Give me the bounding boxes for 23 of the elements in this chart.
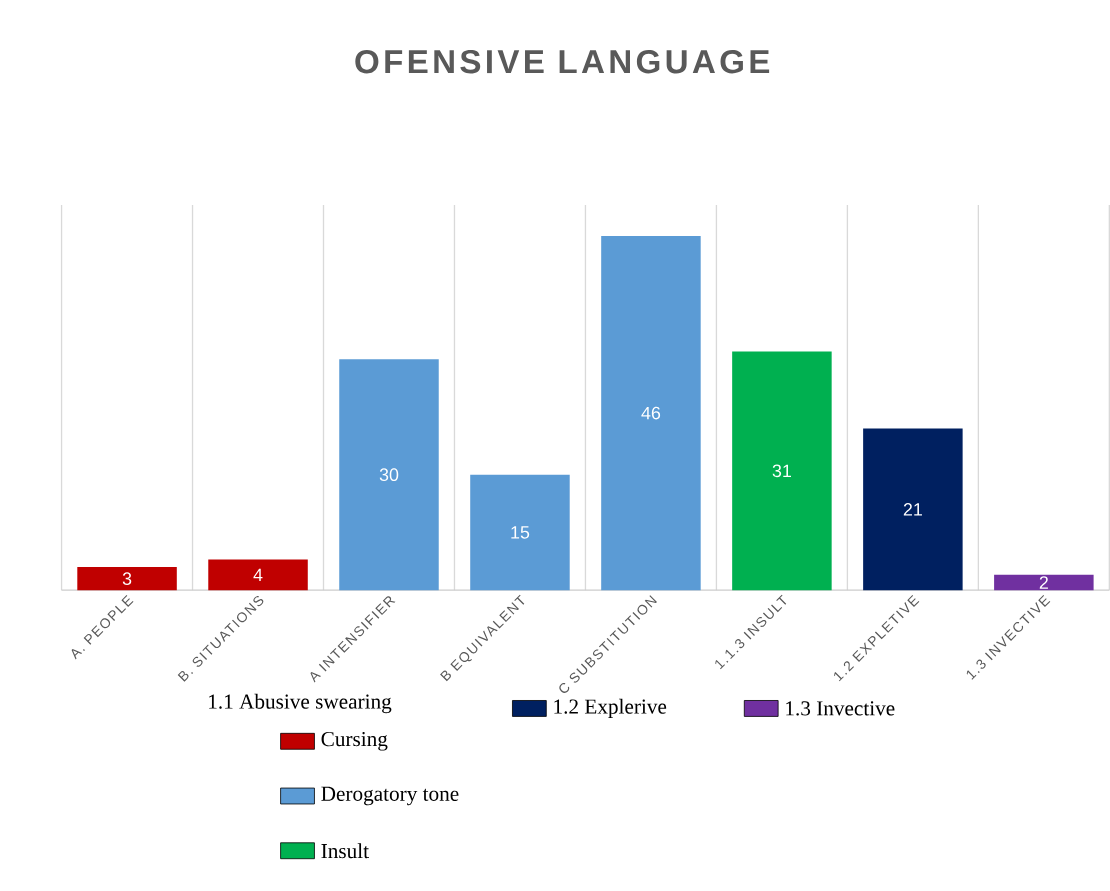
legend-label: 1.3 Invective <box>786 701 895 716</box>
data-label: 3 <box>122 572 132 586</box>
data-label: 4 <box>253 568 263 582</box>
bar <box>339 359 439 591</box>
data-label: 15 <box>511 526 530 539</box>
chart-title: OFENSIVE LANGUAGE <box>355 50 770 74</box>
bar <box>470 474 570 591</box>
bar <box>601 236 701 591</box>
legend-label: Derogatory tone <box>321 787 459 806</box>
bar <box>994 575 1094 591</box>
data-label: 21 <box>903 503 922 516</box>
data-label: 31 <box>772 464 791 478</box>
data-label: 46 <box>641 406 661 420</box>
bar <box>77 567 177 591</box>
legend-label: Cursing <box>321 732 388 751</box>
legend-title: 1.1 Abusive swearing <box>209 694 392 714</box>
bar <box>208 559 308 591</box>
bar <box>732 351 832 591</box>
bar <box>863 428 963 591</box>
legend-label: 1.2 Explerive <box>554 699 667 719</box>
data-label: 2 <box>1039 576 1048 589</box>
legend-label: Insult <box>321 843 369 859</box>
data-label: 30 <box>379 468 399 482</box>
